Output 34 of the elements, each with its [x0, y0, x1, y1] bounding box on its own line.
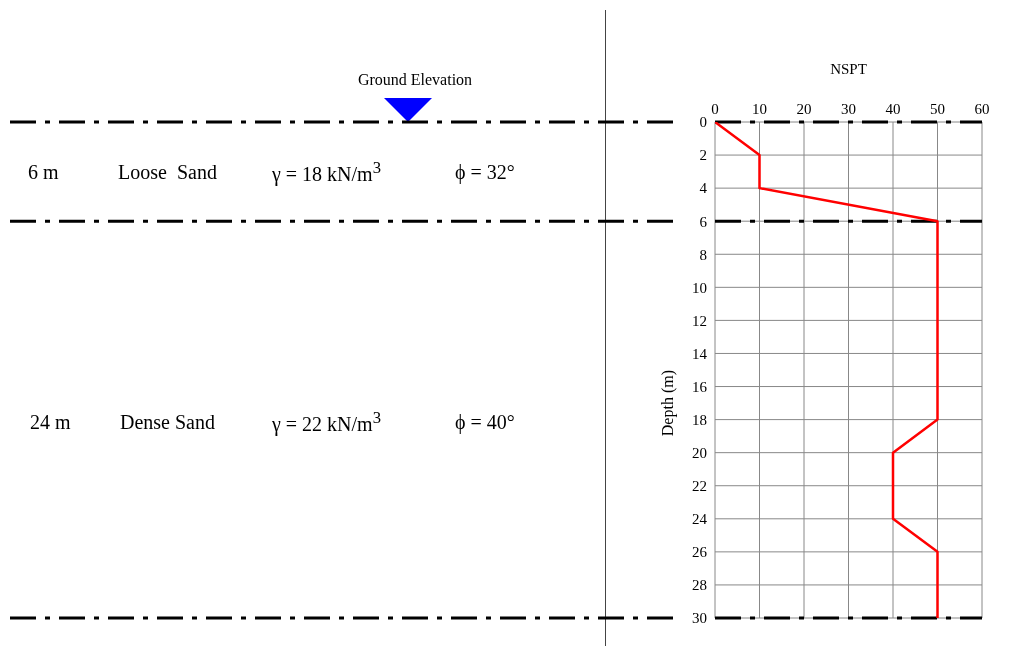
y-tick-label: 16	[692, 378, 708, 395]
x-tick-label: 40	[885, 101, 901, 117]
x-axis-title: NSPT	[830, 61, 867, 77]
text: ϕ = 40°	[455, 410, 515, 434]
x-tick-label: 50	[930, 101, 945, 117]
y-axis-title: Depth (m)	[658, 370, 677, 437]
text: γ = 18 kN/m$^{3}$	[272, 158, 382, 186]
x-tick-label: 10	[752, 101, 767, 117]
y-tick-label: 8	[699, 246, 707, 263]
text: γ = 22 kN/m$^{3}$	[272, 408, 382, 436]
text: Dense Sand	[120, 410, 215, 434]
y-tick-label: 26	[692, 544, 708, 561]
y-tick-label: 18	[692, 411, 707, 428]
y-tick-label: 28	[692, 577, 707, 594]
text: 6 m	[28, 160, 59, 184]
y-tick-label: 30	[692, 610, 707, 627]
x-tick-label: 20	[796, 101, 812, 117]
x-tick-label: 0	[711, 101, 719, 117]
y-tick-label: 0	[699, 114, 707, 131]
text: 24 m	[30, 410, 71, 434]
y-tick-label: 6	[699, 213, 708, 230]
y-tick-label: 20	[692, 444, 707, 461]
y-tick-label: 14	[692, 345, 708, 362]
text: Ground Elevation	[357, 71, 473, 89]
y-tick-label: 12	[692, 312, 707, 329]
text: ϕ = 32°	[455, 160, 515, 184]
y-tick-label: 24	[692, 511, 708, 528]
y-tick-label: 10	[692, 279, 707, 296]
y-tick-label: 22	[692, 478, 707, 495]
y-tick-label: 2	[699, 147, 707, 164]
text: Loose Sand	[118, 160, 217, 184]
x-tick-label: 60	[974, 101, 990, 117]
x-tick-label: 30	[841, 101, 856, 117]
y-tick-label: 4	[699, 180, 708, 197]
